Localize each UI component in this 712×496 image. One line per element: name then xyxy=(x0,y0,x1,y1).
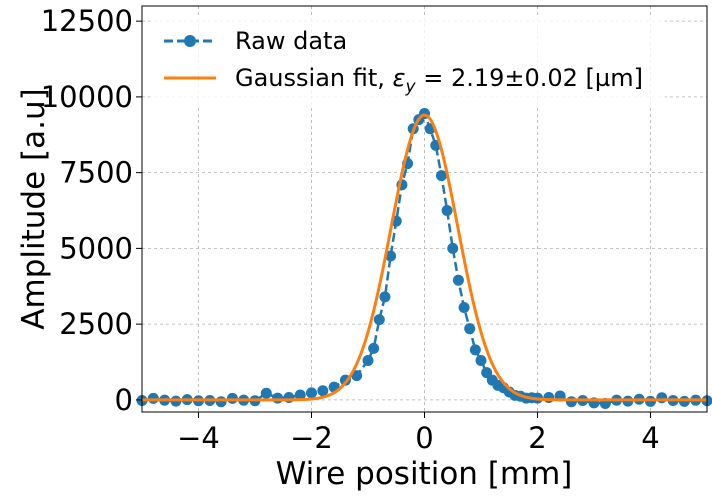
raw-data-point xyxy=(272,392,284,404)
raw-data-point xyxy=(678,395,690,407)
x-tick-label: 2 xyxy=(528,421,546,455)
raw-data-point xyxy=(385,250,397,262)
raw-data-point xyxy=(306,387,317,399)
y-tick-label: 5000 xyxy=(59,231,133,265)
x-tick-label: 4 xyxy=(641,421,659,455)
legend-raw-label: Raw data xyxy=(235,27,347,55)
raw-data-point xyxy=(317,385,329,397)
fit-series xyxy=(142,113,707,402)
x-tick-label: 0 xyxy=(415,421,433,455)
x-tick-label: −4 xyxy=(177,421,220,455)
raw-data-point xyxy=(368,342,380,354)
raw-data-point xyxy=(656,392,668,404)
legend-fit-prefix: Gaussian fit, xyxy=(235,64,393,92)
raw-data-point xyxy=(475,354,487,366)
y-tick-label: 12500 xyxy=(41,4,133,38)
raw-data-point xyxy=(469,344,481,356)
legend-fit-suffix: = 2.19±0.02 [µm] xyxy=(416,64,643,92)
raw-data-point xyxy=(215,396,227,408)
raw-data-point xyxy=(441,205,453,217)
y-tick-label: 10000 xyxy=(41,80,133,114)
raw-data-point xyxy=(645,395,656,407)
raw-data-point xyxy=(294,389,306,401)
legend: Raw data Gaussian fit, εy = 2.19±0.02 [µ… xyxy=(150,18,665,108)
y-axis-ticks: 0 2500 5000 7500 10000 12500 xyxy=(41,4,142,417)
raw-data-point xyxy=(260,387,272,399)
legend-raw-marker xyxy=(184,35,196,47)
gaussian-fit-line xyxy=(142,113,707,402)
raw-data-point xyxy=(351,370,363,382)
y-tick-label: 2500 xyxy=(59,307,133,341)
x-axis-label: Wire position [mm] xyxy=(276,456,573,492)
raw-data-point xyxy=(481,367,493,379)
x-tick-label: −2 xyxy=(290,421,333,455)
raw-data-point xyxy=(447,242,459,254)
legend-fit-subscript: y xyxy=(405,77,417,97)
legend-background xyxy=(150,18,665,108)
raw-data-point xyxy=(147,392,159,404)
raw-data-point xyxy=(458,301,470,313)
y-tick-label: 0 xyxy=(115,383,133,417)
y-tick-label: 7500 xyxy=(59,156,133,190)
raw-data-point xyxy=(379,291,391,303)
raw-data-point xyxy=(464,323,476,335)
raw-data-point xyxy=(452,274,464,286)
raw-data-point xyxy=(373,314,385,326)
raw-data-point xyxy=(543,391,555,403)
legend-fit-label: Gaussian fit, εy = 2.19±0.02 [µm] xyxy=(235,64,643,97)
raw-data-point xyxy=(362,354,374,366)
raw-data-point xyxy=(226,392,238,404)
raw-data-point xyxy=(435,170,447,182)
raw-data-point xyxy=(565,396,577,408)
legend-fit-symbol: ε xyxy=(393,64,406,92)
y-axis-label: Amplitude [a.u] xyxy=(16,88,52,329)
x-axis-ticks: −4 −2 0 2 4 xyxy=(177,412,660,455)
